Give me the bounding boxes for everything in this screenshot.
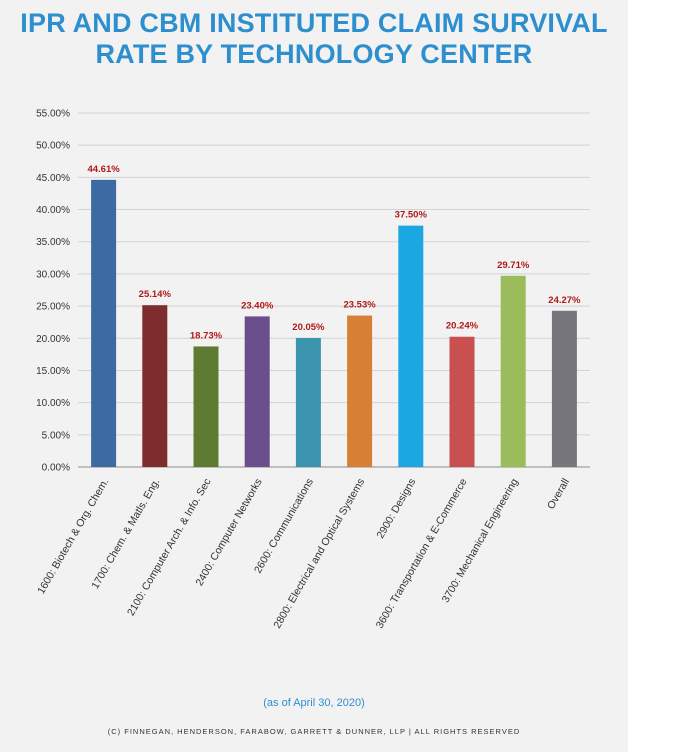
bar (398, 225, 424, 467)
y-tick-label: 25.00% (36, 302, 70, 313)
y-tick-label: 55.00% (36, 109, 70, 120)
x-tick-label: 2600: Communications (252, 477, 316, 576)
bar (295, 337, 321, 467)
bar (347, 315, 373, 467)
bar-chart: 0.00% 5.00% 10.00% 15.00% 20.00% 25.00% 30.00%… (35, 109, 590, 631)
y-tick-label: 35.00% (36, 237, 70, 248)
data-label: 37.50% (395, 210, 428, 221)
y-tick-label: 5.00% (42, 430, 70, 441)
data-label: 29.71% (497, 260, 530, 271)
x-tick-label: 3600: Transportation & E-Commerce (374, 476, 470, 630)
y-axis-ticks: 0.00% 5.00% 10.00% 15.00% 20.00% 25.00% 30.00%… (36, 109, 70, 474)
y-tick-label: 15.00% (36, 366, 70, 377)
bar (244, 316, 270, 467)
title-line-2: RATE BY TECHNOLOGY CENTER (95, 39, 533, 69)
as-of-note: (as of April 30, 2020) (263, 697, 365, 709)
data-labels: 44.61% 25.14% 18.73% 23.40% 20.05% 23.53% 37.5… (87, 164, 581, 342)
x-axis-ticks: 1600: Biotech & Org. Chem.1700: Chem. & … (35, 476, 572, 630)
x-tick-label: 2800: Electrical and Optical Systems (271, 476, 367, 630)
y-tick-label: 0.00% (42, 463, 70, 474)
title-line-1: IPR AND CBM INSTITUTED CLAIM SURVIVAL (20, 8, 608, 38)
bar (91, 179, 117, 467)
y-tick-label: 30.00% (36, 269, 70, 280)
bars (91, 179, 577, 467)
y-tick-label: 10.00% (36, 398, 70, 409)
copyright-notice: (C) FINNEGAN, HENDERSON, FARABOW, GARRET… (107, 727, 521, 736)
data-label: 23.53% (343, 300, 376, 311)
data-label: 23.40% (241, 300, 274, 311)
chart-title: IPR AND CBM INSTITUTED CLAIM SURVIVAL RA… (0, 8, 628, 70)
y-tick-label: 40.00% (36, 205, 70, 216)
data-label: 20.24% (446, 321, 479, 332)
bar (500, 275, 526, 467)
y-tick-label: 20.00% (36, 334, 70, 345)
data-label: 18.73% (190, 330, 223, 341)
y-tick-label: 45.00% (36, 173, 70, 184)
bar (551, 310, 577, 467)
y-tick-label: 50.00% (36, 141, 70, 152)
bar (193, 346, 219, 467)
data-label: 25.14% (139, 289, 172, 300)
x-tick-label: Overall (545, 477, 572, 512)
data-label: 20.05% (292, 322, 325, 333)
x-tick-label: 2900: Designs (374, 477, 418, 541)
data-label: 44.61% (87, 164, 120, 175)
x-tick-label: 2100: Computer Arch. & Info. Sec (125, 477, 214, 618)
data-label: 24.27% (548, 295, 581, 306)
bar (449, 336, 475, 467)
bar (142, 305, 168, 467)
